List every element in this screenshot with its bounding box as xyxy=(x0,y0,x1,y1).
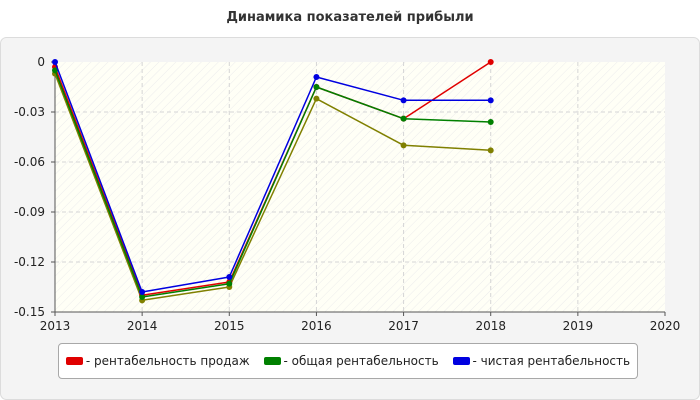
legend-item[interactable]: - общая рентабельность xyxy=(263,354,439,368)
x-tick-label: 2016 xyxy=(301,319,332,333)
data-point[interactable] xyxy=(487,147,494,154)
legend-swatch xyxy=(65,357,83,365)
legend-swatch xyxy=(452,357,470,365)
data-point[interactable] xyxy=(487,97,494,104)
legend-item[interactable]: - чистая рентабельность xyxy=(452,354,631,368)
y-tick-label: 0 xyxy=(37,55,45,69)
data-point[interactable] xyxy=(313,95,320,102)
legend-label: - общая рентабельность xyxy=(283,354,439,368)
data-point[interactable] xyxy=(226,274,233,280)
data-point[interactable] xyxy=(52,67,58,74)
data-point[interactable] xyxy=(313,74,320,80)
legend-label: - рентабельность продаж xyxy=(85,354,250,368)
x-tick-label: 2014 xyxy=(127,319,158,333)
x-tick-label: 2015 xyxy=(214,319,245,333)
y-tick-label: -0.12 xyxy=(14,255,45,269)
data-point[interactable] xyxy=(400,97,407,104)
data-point[interactable] xyxy=(487,59,494,65)
legend-swatch xyxy=(263,357,281,365)
legend-item[interactable]: - рентабельность продаж xyxy=(65,354,250,368)
data-point[interactable] xyxy=(52,59,58,65)
data-point[interactable] xyxy=(313,84,320,90)
data-point[interactable] xyxy=(226,280,233,287)
data-point[interactable] xyxy=(139,294,146,300)
y-tick-label: -0.03 xyxy=(14,105,45,119)
y-tick-label: -0.09 xyxy=(14,205,45,219)
x-tick-label: 2013 xyxy=(40,319,71,333)
x-tick-label: 2017 xyxy=(388,319,419,333)
y-tick-label: -0.06 xyxy=(14,155,45,169)
legend-label: - чистая рентабельность xyxy=(472,354,631,368)
plot-hatch xyxy=(55,62,665,312)
data-point[interactable] xyxy=(400,142,407,149)
series-group xyxy=(52,59,494,304)
axes xyxy=(51,61,666,316)
series-line-3 xyxy=(54,73,491,302)
grid xyxy=(55,62,665,312)
chart-title: Динамика показателей прибыли xyxy=(226,10,474,25)
y-tick-label: -0.15 xyxy=(14,305,45,319)
legend: - рентабельность продаж - общая рентабель… xyxy=(58,343,638,379)
data-point[interactable] xyxy=(400,115,407,122)
x-tick-label: 2019 xyxy=(563,319,594,333)
series-line-1 xyxy=(54,70,491,298)
data-point[interactable] xyxy=(139,289,146,295)
x-tick-label: 2020 xyxy=(650,319,681,333)
data-point[interactable] xyxy=(487,119,494,125)
series-line-2 xyxy=(54,61,491,293)
x-tick-label: 2018 xyxy=(475,319,506,333)
